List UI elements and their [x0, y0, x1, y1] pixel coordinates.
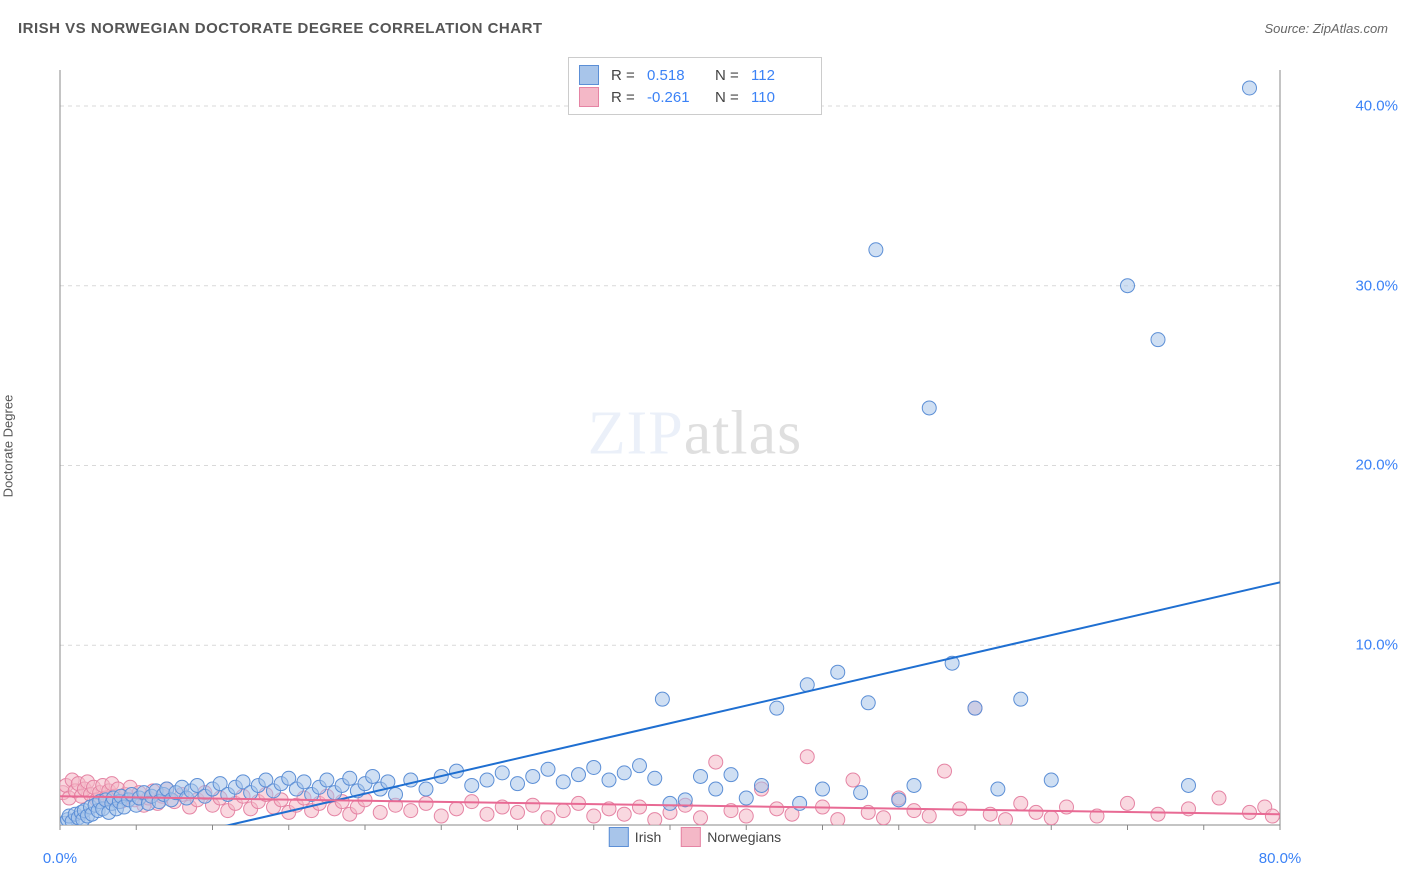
- r-value-irish: 0.518: [647, 67, 707, 84]
- y-axis-label: Doctorate Degree: [1, 395, 16, 498]
- r-label: R =: [611, 67, 639, 84]
- legend-label-irish: Irish: [635, 829, 661, 845]
- swatch-irish: [579, 65, 599, 85]
- chart-title: IRISH VS NORWEGIAN DOCTORATE DEGREE CORR…: [18, 20, 543, 37]
- x-tick-80: 80.0%: [1259, 850, 1302, 867]
- legend-label-norwegians: Norwegians: [707, 829, 781, 845]
- legend-item-irish: Irish: [609, 827, 661, 847]
- correlation-legend: R = 0.518 N = 112 R = -0.261 N = 110: [568, 57, 822, 115]
- n-value-irish: 112: [751, 67, 811, 84]
- r-label: R =: [611, 89, 639, 106]
- n-label: N =: [715, 89, 743, 106]
- swatch-norwegians: [579, 87, 599, 107]
- swatch-norwegians-icon: [681, 827, 701, 847]
- y-tick-30: 30.0%: [1355, 277, 1398, 294]
- x-tick-0: 0.0%: [43, 850, 77, 867]
- scatter-plot-svg: [50, 55, 1340, 845]
- n-value-norwegians: 110: [751, 89, 811, 106]
- legend-row-irish: R = 0.518 N = 112: [579, 64, 811, 86]
- y-tick-40: 40.0%: [1355, 97, 1398, 114]
- series-legend: Irish Norwegians: [609, 827, 781, 847]
- r-value-norwegians: -0.261: [647, 89, 707, 106]
- legend-row-norwegians: R = -0.261 N = 110: [579, 86, 811, 108]
- y-tick-10: 10.0%: [1355, 637, 1398, 654]
- swatch-irish-icon: [609, 827, 629, 847]
- source-label: Source: ZipAtlas.com: [1264, 21, 1388, 36]
- n-label: N =: [715, 67, 743, 84]
- y-tick-20: 20.0%: [1355, 457, 1398, 474]
- chart-area: ZIPatlas R = 0.518 N = 112 R = -0.261 N …: [50, 55, 1340, 845]
- legend-item-norwegians: Norwegians: [681, 827, 781, 847]
